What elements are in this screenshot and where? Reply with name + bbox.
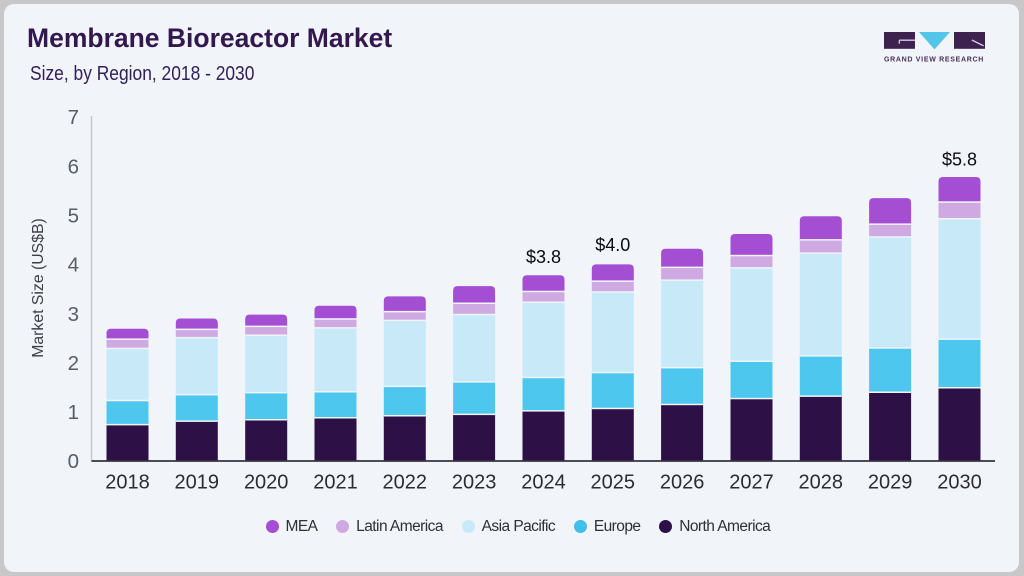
svg-text:2021: 2021: [313, 472, 358, 494]
svg-text:2023: 2023: [452, 472, 497, 494]
svg-text:2030: 2030: [937, 472, 982, 494]
svg-text:3: 3: [68, 303, 79, 326]
svg-text:2027: 2027: [729, 472, 774, 494]
svg-text:5: 5: [68, 205, 79, 228]
svg-text:GRAND VIEW RESEARCH: GRAND VIEW RESEARCH: [884, 56, 984, 63]
svg-text:2024: 2024: [521, 472, 566, 494]
svg-text:2022: 2022: [383, 472, 428, 494]
svg-text:2019: 2019: [175, 472, 220, 494]
svg-text:6: 6: [68, 155, 79, 178]
svg-text:Market Size (US$B): Market Size (US$B): [30, 218, 47, 358]
svg-text:1: 1: [68, 401, 79, 424]
svg-text:2028: 2028: [799, 472, 844, 494]
svg-text:2018: 2018: [105, 472, 150, 494]
svg-text:2: 2: [68, 352, 79, 375]
svg-text:2020: 2020: [244, 472, 289, 494]
svg-text:$4.0: $4.0: [595, 235, 630, 255]
svg-text:7: 7: [68, 106, 79, 129]
svg-text:2029: 2029: [868, 472, 913, 494]
svg-text:0: 0: [68, 450, 79, 473]
svg-text:2026: 2026: [660, 472, 705, 494]
svg-text:$3.8: $3.8: [526, 247, 561, 267]
svg-text:2025: 2025: [591, 472, 636, 494]
svg-text:4: 4: [68, 254, 79, 277]
svg-text:$5.8: $5.8: [942, 150, 977, 170]
